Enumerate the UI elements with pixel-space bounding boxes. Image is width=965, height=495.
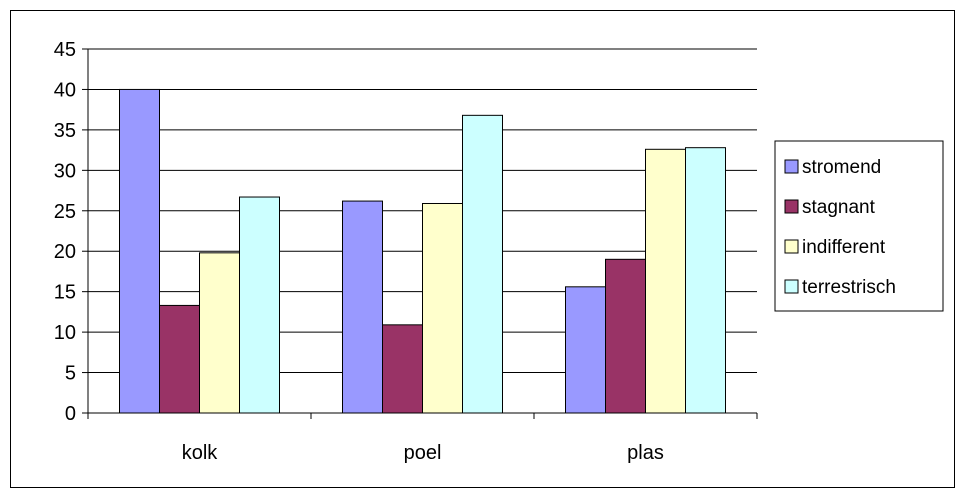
legend-swatch-stromend (785, 160, 798, 173)
legend-swatch-stagnant (785, 200, 798, 213)
y-tick-label: 15 (54, 282, 76, 304)
legend-swatch-terrestrisch (785, 280, 798, 293)
bar-stagnant-kolk (160, 305, 200, 413)
y-tick-label: 30 (54, 160, 76, 182)
bar-indifferent-kolk (200, 253, 240, 413)
bar-terrestrisch-plas (686, 148, 726, 413)
bar-terrestrisch-poel (463, 115, 503, 413)
legend-swatch-indifferent (785, 240, 798, 253)
legend-label-indifferent: indifferent (802, 237, 886, 258)
y-tick-label: 35 (54, 120, 76, 142)
y-tick-label: 45 (54, 39, 76, 61)
y-tick-label: 20 (54, 241, 76, 263)
legend-label-stagnant: stagnant (802, 197, 876, 218)
y-tick-label: 10 (54, 322, 76, 344)
legend-label-terrestrisch: terrestrisch (802, 277, 896, 298)
x-tick-label: poel (404, 442, 442, 464)
x-tick-label: kolk (182, 442, 219, 464)
x-tick-label: plas (627, 442, 664, 464)
bar-terrestrisch-kolk (240, 197, 280, 413)
bar-indifferent-poel (423, 203, 463, 413)
bar-stromend-poel (343, 201, 383, 413)
y-tick-label: 5 (65, 363, 76, 385)
bar-stagnant-poel (383, 325, 423, 413)
legend: stromend stagnant indifferent terrestrisch (775, 141, 943, 311)
y-tick-label: 40 (54, 79, 76, 101)
bar-stromend-plas (566, 287, 606, 413)
bar-indifferent-plas (646, 149, 686, 413)
y-tick-label: 0 (65, 403, 76, 425)
bar-stromend-kolk (120, 89, 160, 413)
legend-label-stromend: stromend (802, 157, 881, 178)
y-tick-label: 25 (54, 201, 76, 223)
bar-stagnant-plas (606, 259, 646, 413)
